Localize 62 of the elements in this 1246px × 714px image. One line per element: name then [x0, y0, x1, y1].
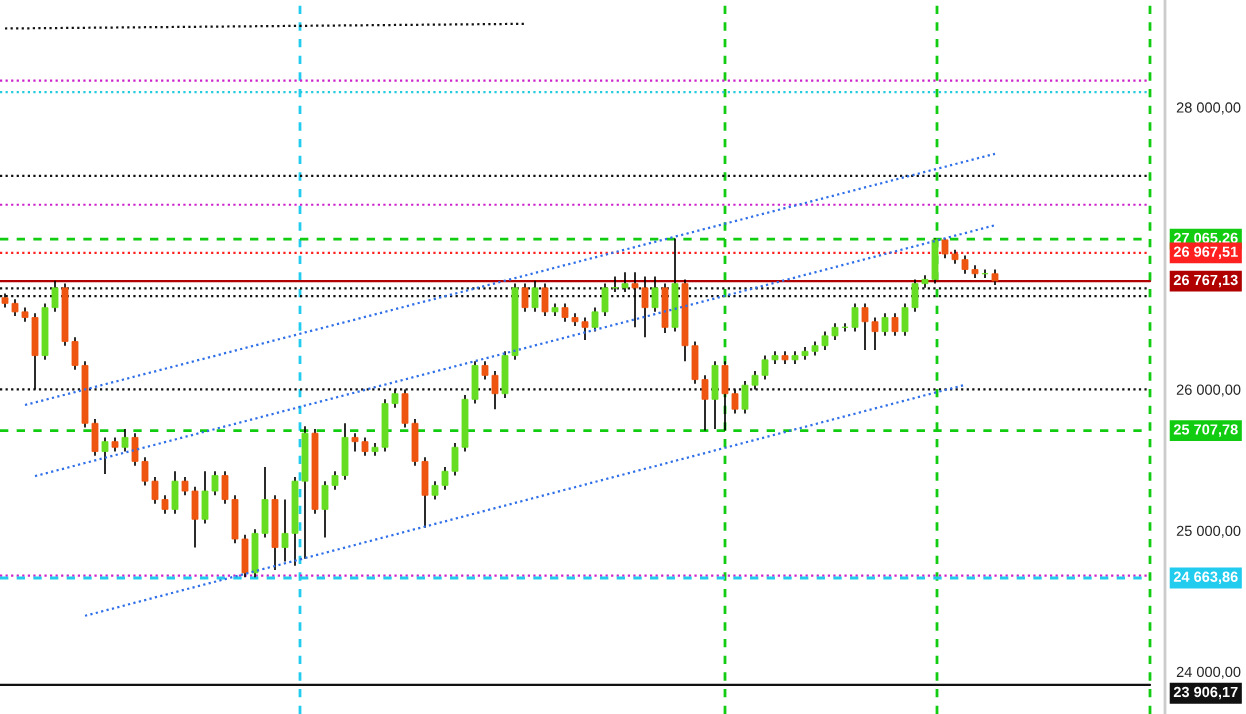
ref-line-label: 24 663,86 [1173, 571, 1238, 585]
candlestick [321, 480, 329, 539]
candlestick [601, 282, 609, 317]
y-tick-label: 25 000,00 [1176, 525, 1241, 538]
candlestick [821, 330, 829, 351]
candlestick [911, 278, 919, 313]
y-tick-label: 28 000,00 [1176, 102, 1241, 115]
candlestick [71, 336, 79, 371]
candlestick [621, 271, 629, 293]
candlestick [351, 432, 359, 453]
ref-line-label: 23 906,17 [1173, 686, 1238, 700]
candlestick [561, 302, 569, 323]
ref-line-label: 27 065,26 [1173, 232, 1238, 246]
candlestick [731, 388, 739, 415]
candlestick [221, 470, 229, 505]
candlestick [761, 354, 769, 381]
candlestick [751, 370, 759, 391]
candlestick [541, 282, 549, 317]
candlestick [151, 476, 159, 505]
candlestick [881, 312, 889, 337]
candlestick [901, 302, 909, 337]
candlestick [631, 271, 639, 329]
ref-line-label: 26 767,13 [1173, 274, 1238, 288]
candlestick [331, 470, 339, 491]
candlestick [361, 436, 369, 457]
candlestick [861, 302, 869, 351]
candlestick [441, 466, 449, 491]
candlestick [841, 322, 849, 333]
candlestick [431, 480, 439, 501]
candlestick [491, 370, 499, 411]
y-tick-label: 26 000,00 [1176, 384, 1241, 397]
candlestick [591, 306, 599, 333]
candlestick [51, 279, 59, 313]
candlestick [611, 275, 619, 293]
candlestick [521, 282, 529, 313]
candlestick [101, 436, 109, 475]
candlestick [641, 275, 649, 339]
candlestick [531, 279, 539, 313]
candlestick [871, 316, 879, 351]
candlestick [141, 456, 149, 487]
candlestick [741, 380, 749, 415]
line-series [33, 224, 997, 478]
candlestick [281, 498, 289, 563]
ref-line-label: 25 707,78 [1173, 424, 1238, 437]
candlestick [211, 470, 219, 497]
candlestick [961, 254, 969, 275]
candlestick [131, 432, 139, 467]
y-tick-label: 24 000,00 [1176, 666, 1241, 679]
candlestick [391, 388, 399, 409]
candlestick [701, 374, 709, 432]
candlestick [161, 494, 169, 515]
candlestick [651, 275, 659, 313]
candlestick [851, 302, 859, 333]
ref-line-label: 26 967,51 [1173, 246, 1238, 259]
line-series [23, 152, 997, 407]
candlestick [481, 360, 489, 381]
candlestick [121, 428, 129, 453]
candlestick [891, 312, 899, 337]
candlestick [581, 316, 589, 341]
candlestick [451, 442, 459, 477]
candlestick [981, 268, 989, 279]
candlestick [181, 476, 189, 497]
